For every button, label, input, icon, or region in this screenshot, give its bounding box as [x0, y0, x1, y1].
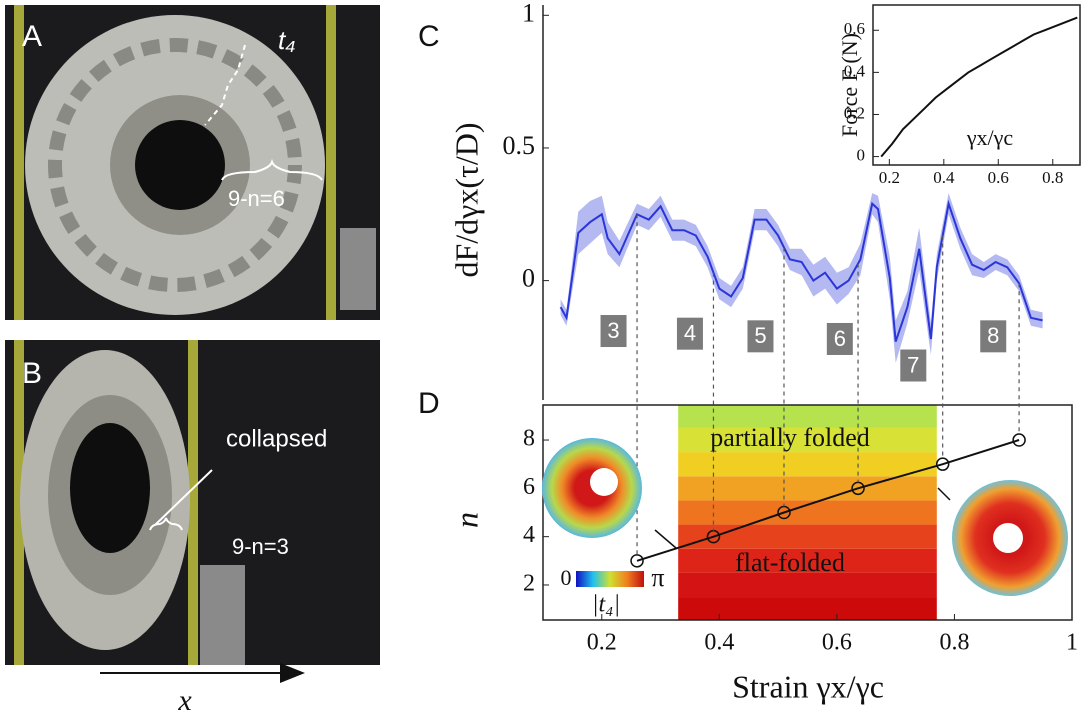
x-axis-label: Strain γx/γc [732, 668, 884, 704]
marker [1012, 433, 1026, 447]
arrow-label: x [177, 684, 192, 717]
colorbar-max: π [651, 563, 664, 592]
arrow-head [280, 663, 305, 683]
step-label: 6 [834, 326, 846, 351]
photo-b [5, 340, 380, 665]
region-label: flat-folded [735, 548, 845, 577]
heatmap-cell [678, 405, 937, 428]
step-label: 5 [754, 323, 766, 348]
heatmap-cell [678, 524, 937, 549]
line [559, 199, 1043, 342]
x-tick-label: 0.4 [704, 630, 734, 656]
x-tick-label: 0.4 [933, 168, 955, 187]
heatmap-cell [678, 548, 937, 573]
connector [937, 487, 951, 501]
step-box [980, 320, 1007, 353]
photo-label: 9-n=6 [228, 186, 285, 211]
x-axis-label: γx/γc [966, 125, 1014, 150]
y-axis-label: n [448, 512, 484, 528]
x-tick-label: 0.6 [988, 168, 1009, 187]
y-tick-label: 8 [523, 426, 535, 452]
disk-hole [590, 468, 618, 496]
heatmap-cell [678, 427, 937, 453]
heatmap-cell [678, 597, 937, 620]
axes-frame [542, 404, 1073, 621]
photo-a [5, 5, 380, 320]
step-label: 3 [607, 318, 619, 343]
y-tick-label: 0.6 [844, 19, 865, 38]
photo-label: collapsed [226, 425, 327, 452]
colorbar-label: |t₄| [592, 592, 620, 618]
x-tick-label: 0.8 [939, 630, 969, 656]
step-box [826, 322, 853, 355]
region-label: partially folded [710, 423, 870, 452]
step-box [900, 349, 927, 382]
y-tick-label: 2 [523, 570, 535, 596]
connector [654, 529, 677, 549]
panel-label: C [418, 20, 440, 53]
photo-label: 9-n=3 [232, 534, 289, 559]
panel-label: A [22, 20, 42, 53]
y-tick-label: 0.4 [844, 61, 866, 80]
y-tick-label: 0.2 [844, 103, 865, 122]
photo-label: t₄ [278, 25, 296, 55]
axes-frame [872, 4, 1081, 166]
heatmap-cell [678, 572, 937, 598]
x-tick-label: 1 [1066, 630, 1078, 656]
step-box [600, 315, 627, 348]
step-box [676, 317, 703, 350]
disk-hole [993, 523, 1023, 553]
y-tick-label: 0 [522, 264, 535, 293]
marker [630, 554, 644, 568]
heatmap-cell [678, 476, 937, 501]
line [880, 16, 1078, 158]
y-tick-label: 4 [523, 522, 535, 548]
y-axis-label: Force F (N) [837, 33, 862, 137]
y-axis-label: dF/dγx(τ/D) [448, 123, 484, 278]
colorbar-min: 0 [561, 565, 572, 590]
heatmap-cell [678, 452, 937, 477]
step-label: 4 [684, 320, 696, 345]
step-label: 7 [907, 352, 919, 377]
colorbar [576, 571, 644, 587]
error-band [560, 193, 1043, 363]
inset-background [873, 5, 1080, 165]
x-tick-label: 0.8 [1042, 168, 1063, 187]
line [636, 439, 1020, 562]
panel-label: D [418, 387, 440, 420]
y-tick-label: 6 [523, 474, 535, 500]
step-label: 8 [987, 323, 999, 348]
panel-label: B [22, 357, 42, 390]
x-tick-label: 0.6 [822, 630, 852, 656]
step-box [747, 320, 774, 353]
y-tick-label: 1 [522, 0, 535, 27]
x-tick-label: 0.2 [879, 168, 900, 187]
x-tick-label: 0.2 [587, 630, 617, 656]
y-tick-label: 0 [857, 145, 866, 164]
y-tick-label: 0.5 [503, 131, 536, 160]
marker [935, 457, 950, 471]
